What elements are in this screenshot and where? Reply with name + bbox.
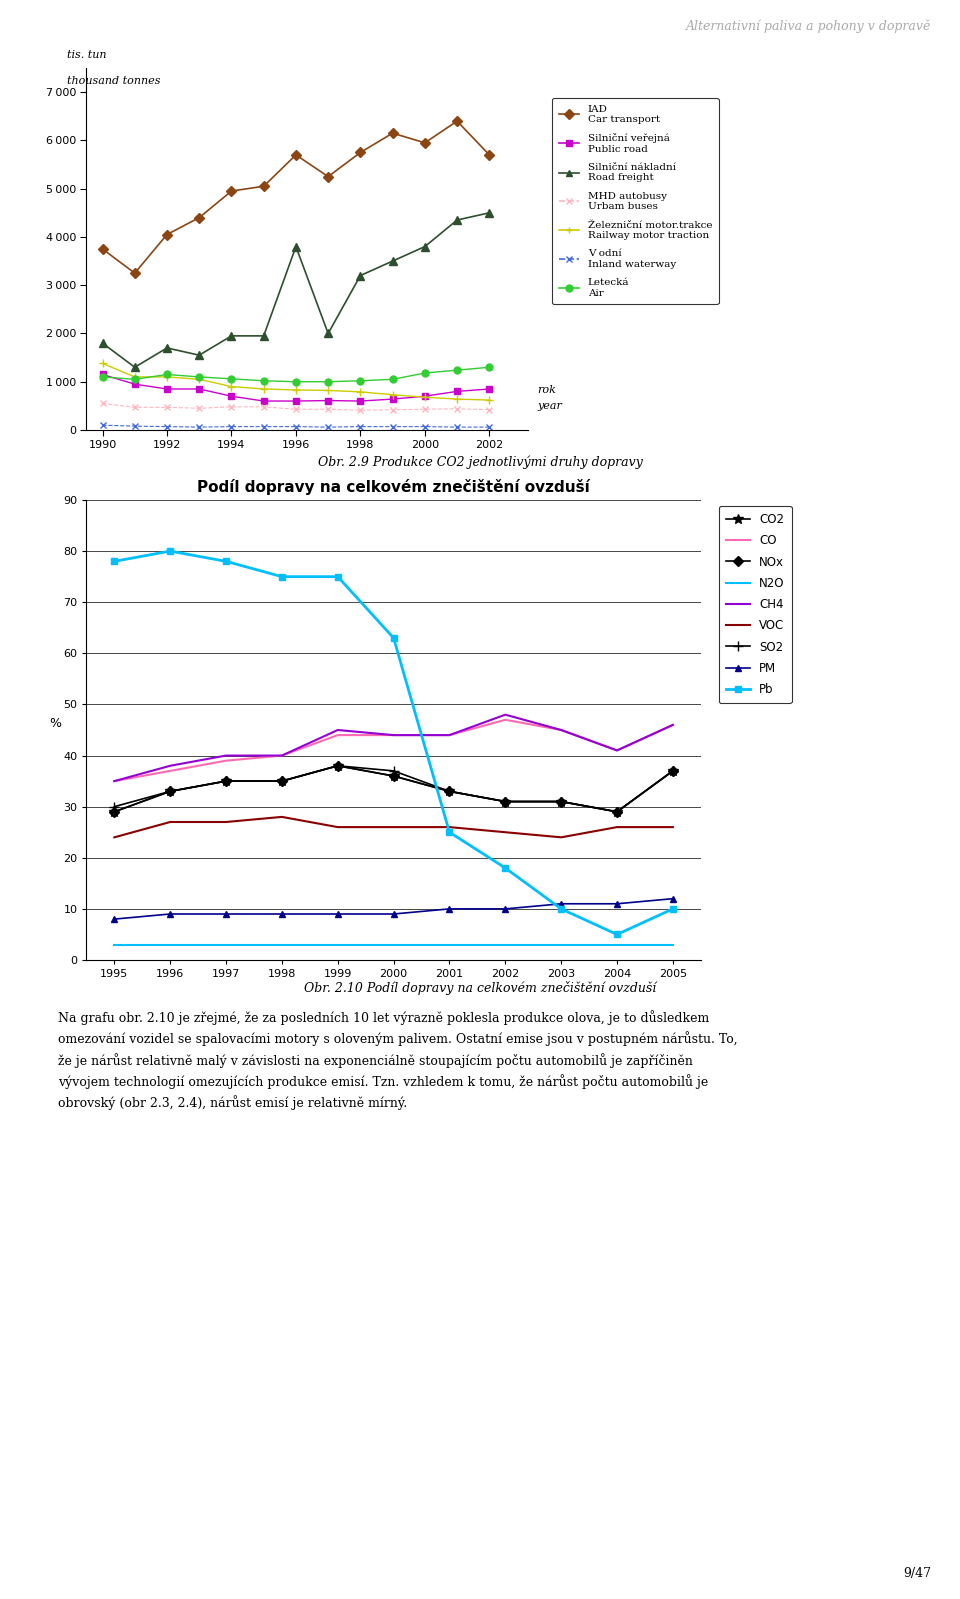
Text: thousand tonnes: thousand tonnes — [67, 77, 160, 86]
Legend: IAD
Car transport, Silniční veřejná
Public road, Silniční nákladní
Road freight,: IAD Car transport, Silniční veřejná Publ… — [552, 98, 719, 304]
Title: Podíl dopravy na celkovém znečištění ovzduší: Podíl dopravy na celkovém znečištění ovz… — [197, 478, 590, 494]
Text: year: year — [538, 401, 563, 411]
Text: tis. tun: tis. tun — [67, 50, 107, 61]
Text: rok: rok — [538, 385, 557, 395]
Text: Obr. 2.10 Podíl dopravy na celkovém znečištění ovzduší: Obr. 2.10 Podíl dopravy na celkovém zneč… — [304, 982, 656, 995]
Text: Na grafu obr. 2.10 je zřejmé, že za posledních 10 let výrazně poklesla produkce : Na grafu obr. 2.10 je zřejmé, že za posl… — [58, 1011, 737, 1110]
Legend: CO2, CO, NOx, N2O, CH4, VOC, SO2, PM, Pb: CO2, CO, NOx, N2O, CH4, VOC, SO2, PM, Pb — [719, 505, 792, 704]
Text: Obr. 2.9 Produkce CO2 jednotlivými druhy dopravy: Obr. 2.9 Produkce CO2 jednotlivými druhy… — [318, 456, 642, 469]
Text: 9/47: 9/47 — [903, 1567, 931, 1580]
Text: Alternativní paliva a pohony v dopravě: Alternativní paliva a pohony v dopravě — [685, 19, 931, 32]
Y-axis label: %: % — [50, 716, 61, 731]
